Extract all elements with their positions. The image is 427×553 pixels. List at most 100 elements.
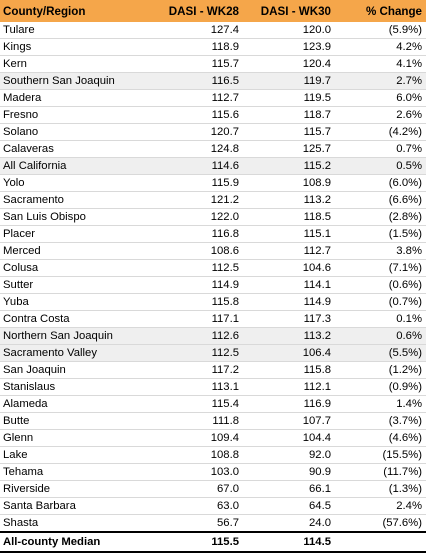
table-body: Tulare 127.4 120.0 (5.9%) Kings 118.9 123.9 4.2… xyxy=(0,22,426,533)
cell-dasi-wk30: 119.7 xyxy=(243,72,335,90)
cell-dasi-wk30: 108.9 xyxy=(243,174,335,192)
cell-dasi-wk28: 108.6 xyxy=(148,242,243,260)
cell-dasi-wk30: 114.9 xyxy=(243,293,335,311)
cell-dasi-wk28: 67.0 xyxy=(148,480,243,498)
table-row: Butte 111.8 107.7 (3.7%) xyxy=(0,412,426,430)
cell-percent-change: 6.0% xyxy=(335,89,426,107)
cell-dasi-wk30: 123.9 xyxy=(243,38,335,56)
footer-row: All-county Median 115.5 114.5 xyxy=(0,532,426,552)
cell-county-region: Northern San Joaquin xyxy=(0,327,148,345)
cell-percent-change: (2.8%) xyxy=(335,208,426,226)
table-row: Merced 108.6 112.7 3.8% xyxy=(0,242,426,260)
table-row: Tehama 103.0 90.9 (11.7%) xyxy=(0,463,426,481)
cell-dasi-wk30: 112.7 xyxy=(243,242,335,260)
cell-percent-change: (4.6%) xyxy=(335,429,426,447)
table-row: Kern 115.7 120.4 4.1% xyxy=(0,55,426,73)
cell-dasi-wk30: 24.0 xyxy=(243,514,335,533)
cell-percent-change: (0.6%) xyxy=(335,276,426,294)
cell-dasi-wk28: 118.9 xyxy=(148,38,243,56)
cell-county-region: Southern San Joaquin xyxy=(0,72,148,90)
cell-percent-change: 4.2% xyxy=(335,38,426,56)
cell-county-region: Kern xyxy=(0,55,148,73)
cell-county-region: Tehama xyxy=(0,463,148,481)
table-row: All California 114.6 115.2 0.5% xyxy=(0,157,426,175)
cell-dasi-wk28: 112.6 xyxy=(148,327,243,345)
cell-percent-change: (57.6%) xyxy=(335,514,426,533)
cell-dasi-wk28: 109.4 xyxy=(148,429,243,447)
table-row: Lake 108.8 92.0 (15.5%) xyxy=(0,446,426,464)
table-row: Sutter 114.9 114.1 (0.6%) xyxy=(0,276,426,294)
cell-dasi-wk28: 111.8 xyxy=(148,412,243,430)
table-row: Tulare 127.4 120.0 (5.9%) xyxy=(0,22,426,39)
table-row: San Joaquin 117.2 115.8 (1.2%) xyxy=(0,361,426,379)
cell-percent-change: (1.3%) xyxy=(335,480,426,498)
cell-percent-change: 4.1% xyxy=(335,55,426,73)
table-row: Southern San Joaquin 116.5 119.7 2.7% xyxy=(0,72,426,90)
cell-percent-change: 0.7% xyxy=(335,140,426,158)
table-row: Contra Costa 117.1 117.3 0.1% xyxy=(0,310,426,328)
table-row: Fresno 115.6 118.7 2.6% xyxy=(0,106,426,124)
cell-county-region: Fresno xyxy=(0,106,148,124)
cell-county-region: Sacramento xyxy=(0,191,148,209)
header-dasi-wk30: DASI - WK30 xyxy=(260,4,331,18)
table-row: Stanislaus 113.1 112.1 (0.9%) xyxy=(0,378,426,396)
footer-change xyxy=(335,532,426,552)
cell-dasi-wk28: 127.4 xyxy=(148,22,243,39)
table-row: Alameda 115.4 116.9 1.4% xyxy=(0,395,426,413)
cell-percent-change: (3.7%) xyxy=(335,412,426,430)
cell-county-region: San Joaquin xyxy=(0,361,148,379)
cell-dasi-wk28: 115.4 xyxy=(148,395,243,413)
cell-percent-change: (6.6%) xyxy=(335,191,426,209)
table-header-row: County/Region DASI - WK28 DASI - WK30 % … xyxy=(0,0,426,22)
cell-dasi-wk28: 112.5 xyxy=(148,344,243,362)
cell-dasi-wk30: 113.2 xyxy=(243,327,335,345)
cell-county-region: All California xyxy=(0,157,148,175)
header-percent-change: % Change xyxy=(365,4,422,18)
cell-percent-change: (0.9%) xyxy=(335,378,426,396)
cell-dasi-wk30: 115.7 xyxy=(243,123,335,141)
table-row: Sacramento 121.2 113.2 (6.6%) xyxy=(0,191,426,209)
header-county-region: County/Region xyxy=(3,4,86,18)
footer-wk28: 115.5 xyxy=(211,536,239,548)
cell-dasi-wk30: 119.5 xyxy=(243,89,335,107)
cell-county-region: Merced xyxy=(0,242,148,260)
cell-percent-change: (15.5%) xyxy=(335,446,426,464)
cell-county-region: Yolo xyxy=(0,174,148,192)
cell-county-region: Shasta xyxy=(0,514,148,533)
cell-dasi-wk28: 122.0 xyxy=(148,208,243,226)
cell-dasi-wk30: 113.2 xyxy=(243,191,335,209)
table-row: Riverside 67.0 66.1 (1.3%) xyxy=(0,480,426,498)
cell-dasi-wk28: 115.6 xyxy=(148,106,243,124)
cell-county-region: Alameda xyxy=(0,395,148,413)
footer-label: All-county Median xyxy=(3,536,101,548)
table-row: Yuba 115.8 114.9 (0.7%) xyxy=(0,293,426,311)
table-row: Kings 118.9 123.9 4.2% xyxy=(0,38,426,56)
cell-percent-change: 0.1% xyxy=(335,310,426,328)
table-row: Shasta 56.7 24.0 (57.6%) xyxy=(0,514,426,533)
cell-percent-change: (4.2%) xyxy=(335,123,426,141)
header-dasi-wk28: DASI - WK28 xyxy=(168,4,239,18)
cell-dasi-wk30: 115.1 xyxy=(243,225,335,243)
cell-county-region: Placer xyxy=(0,225,148,243)
cell-dasi-wk28: 117.2 xyxy=(148,361,243,379)
table-row: Colusa 112.5 104.6 (7.1%) xyxy=(0,259,426,277)
cell-percent-change: (1.2%) xyxy=(335,361,426,379)
cell-dasi-wk28: 116.8 xyxy=(148,225,243,243)
cell-county-region: Calaveras xyxy=(0,140,148,158)
cell-dasi-wk30: 117.3 xyxy=(243,310,335,328)
cell-county-region: Riverside xyxy=(0,480,148,498)
cell-dasi-wk30: 114.1 xyxy=(243,276,335,294)
cell-dasi-wk28: 113.1 xyxy=(148,378,243,396)
cell-dasi-wk28: 103.0 xyxy=(148,463,243,481)
cell-percent-change: 2.4% xyxy=(335,497,426,515)
cell-dasi-wk28: 114.6 xyxy=(148,157,243,175)
cell-county-region: Butte xyxy=(0,412,148,430)
table-row: Solano 120.7 115.7 (4.2%) xyxy=(0,123,426,141)
footer-wk30: 114.5 xyxy=(303,536,331,548)
cell-percent-change: 0.5% xyxy=(335,157,426,175)
table-row: Madera 112.7 119.5 6.0% xyxy=(0,89,426,107)
cell-percent-change: (6.0%) xyxy=(335,174,426,192)
cell-dasi-wk30: 120.0 xyxy=(243,22,335,39)
cell-percent-change: (5.5%) xyxy=(335,344,426,362)
